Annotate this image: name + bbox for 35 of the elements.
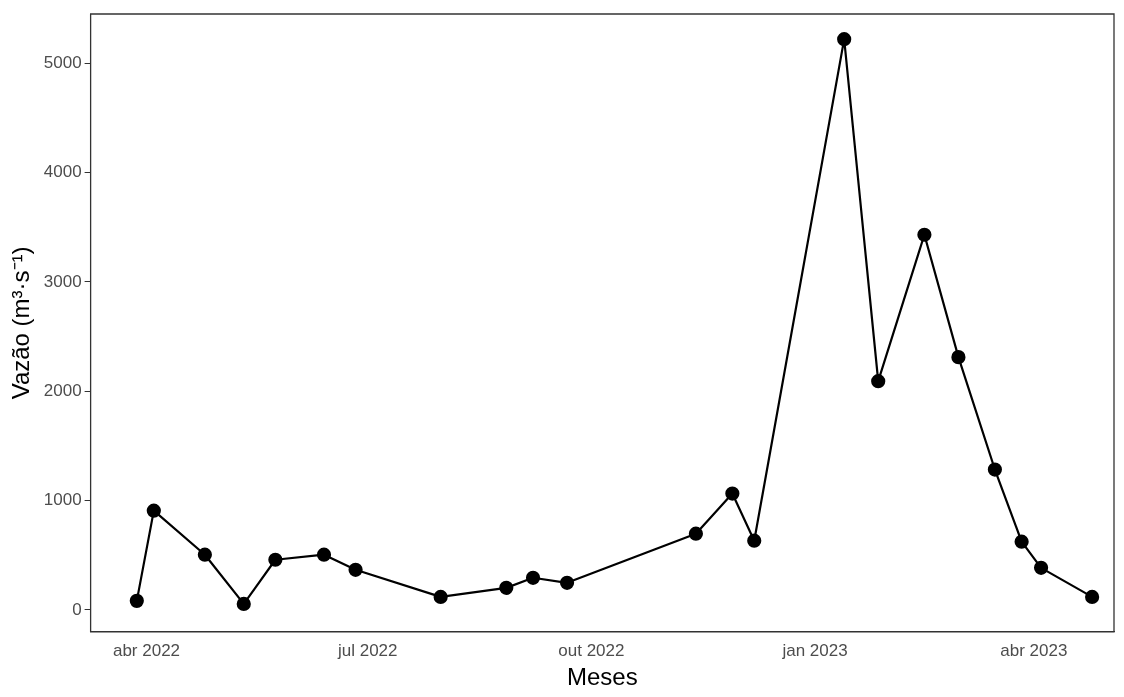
x-tick-label: abr 2023 [1000,640,1068,660]
point [917,227,932,242]
point [1014,534,1029,549]
point [499,580,514,595]
x-tick-label: jul 2022 [336,640,398,660]
y-tick-label: 4000 [43,162,82,182]
x-axis-title: Meses [566,663,638,691]
point [197,547,212,562]
point [871,374,886,389]
point [688,526,703,541]
point [316,547,332,562]
point [129,593,144,608]
point [837,32,852,47]
point [268,552,283,567]
x-tick-label: out 2022 [558,640,625,660]
y-tick-label: 3000 [43,271,82,291]
point [146,503,161,518]
point [951,350,966,365]
point [348,562,363,577]
point [236,596,251,612]
point [987,462,1002,477]
point [525,570,541,585]
point [559,575,575,590]
y-tick-label: 1000 [43,490,82,510]
y-tick-label: 2000 [43,380,82,400]
y-axis-title: Vazão (m³·s⁻¹) [7,246,35,400]
y-tick-label: 0 [72,599,82,619]
x-tick-label: jan 2023 [781,640,848,660]
y-tick-label: 5000 [43,52,82,72]
point [747,533,762,548]
point [433,589,448,605]
point [725,486,740,501]
point [1085,589,1100,605]
x-tick-label: abr 2022 [112,640,181,660]
point [1033,560,1049,575]
